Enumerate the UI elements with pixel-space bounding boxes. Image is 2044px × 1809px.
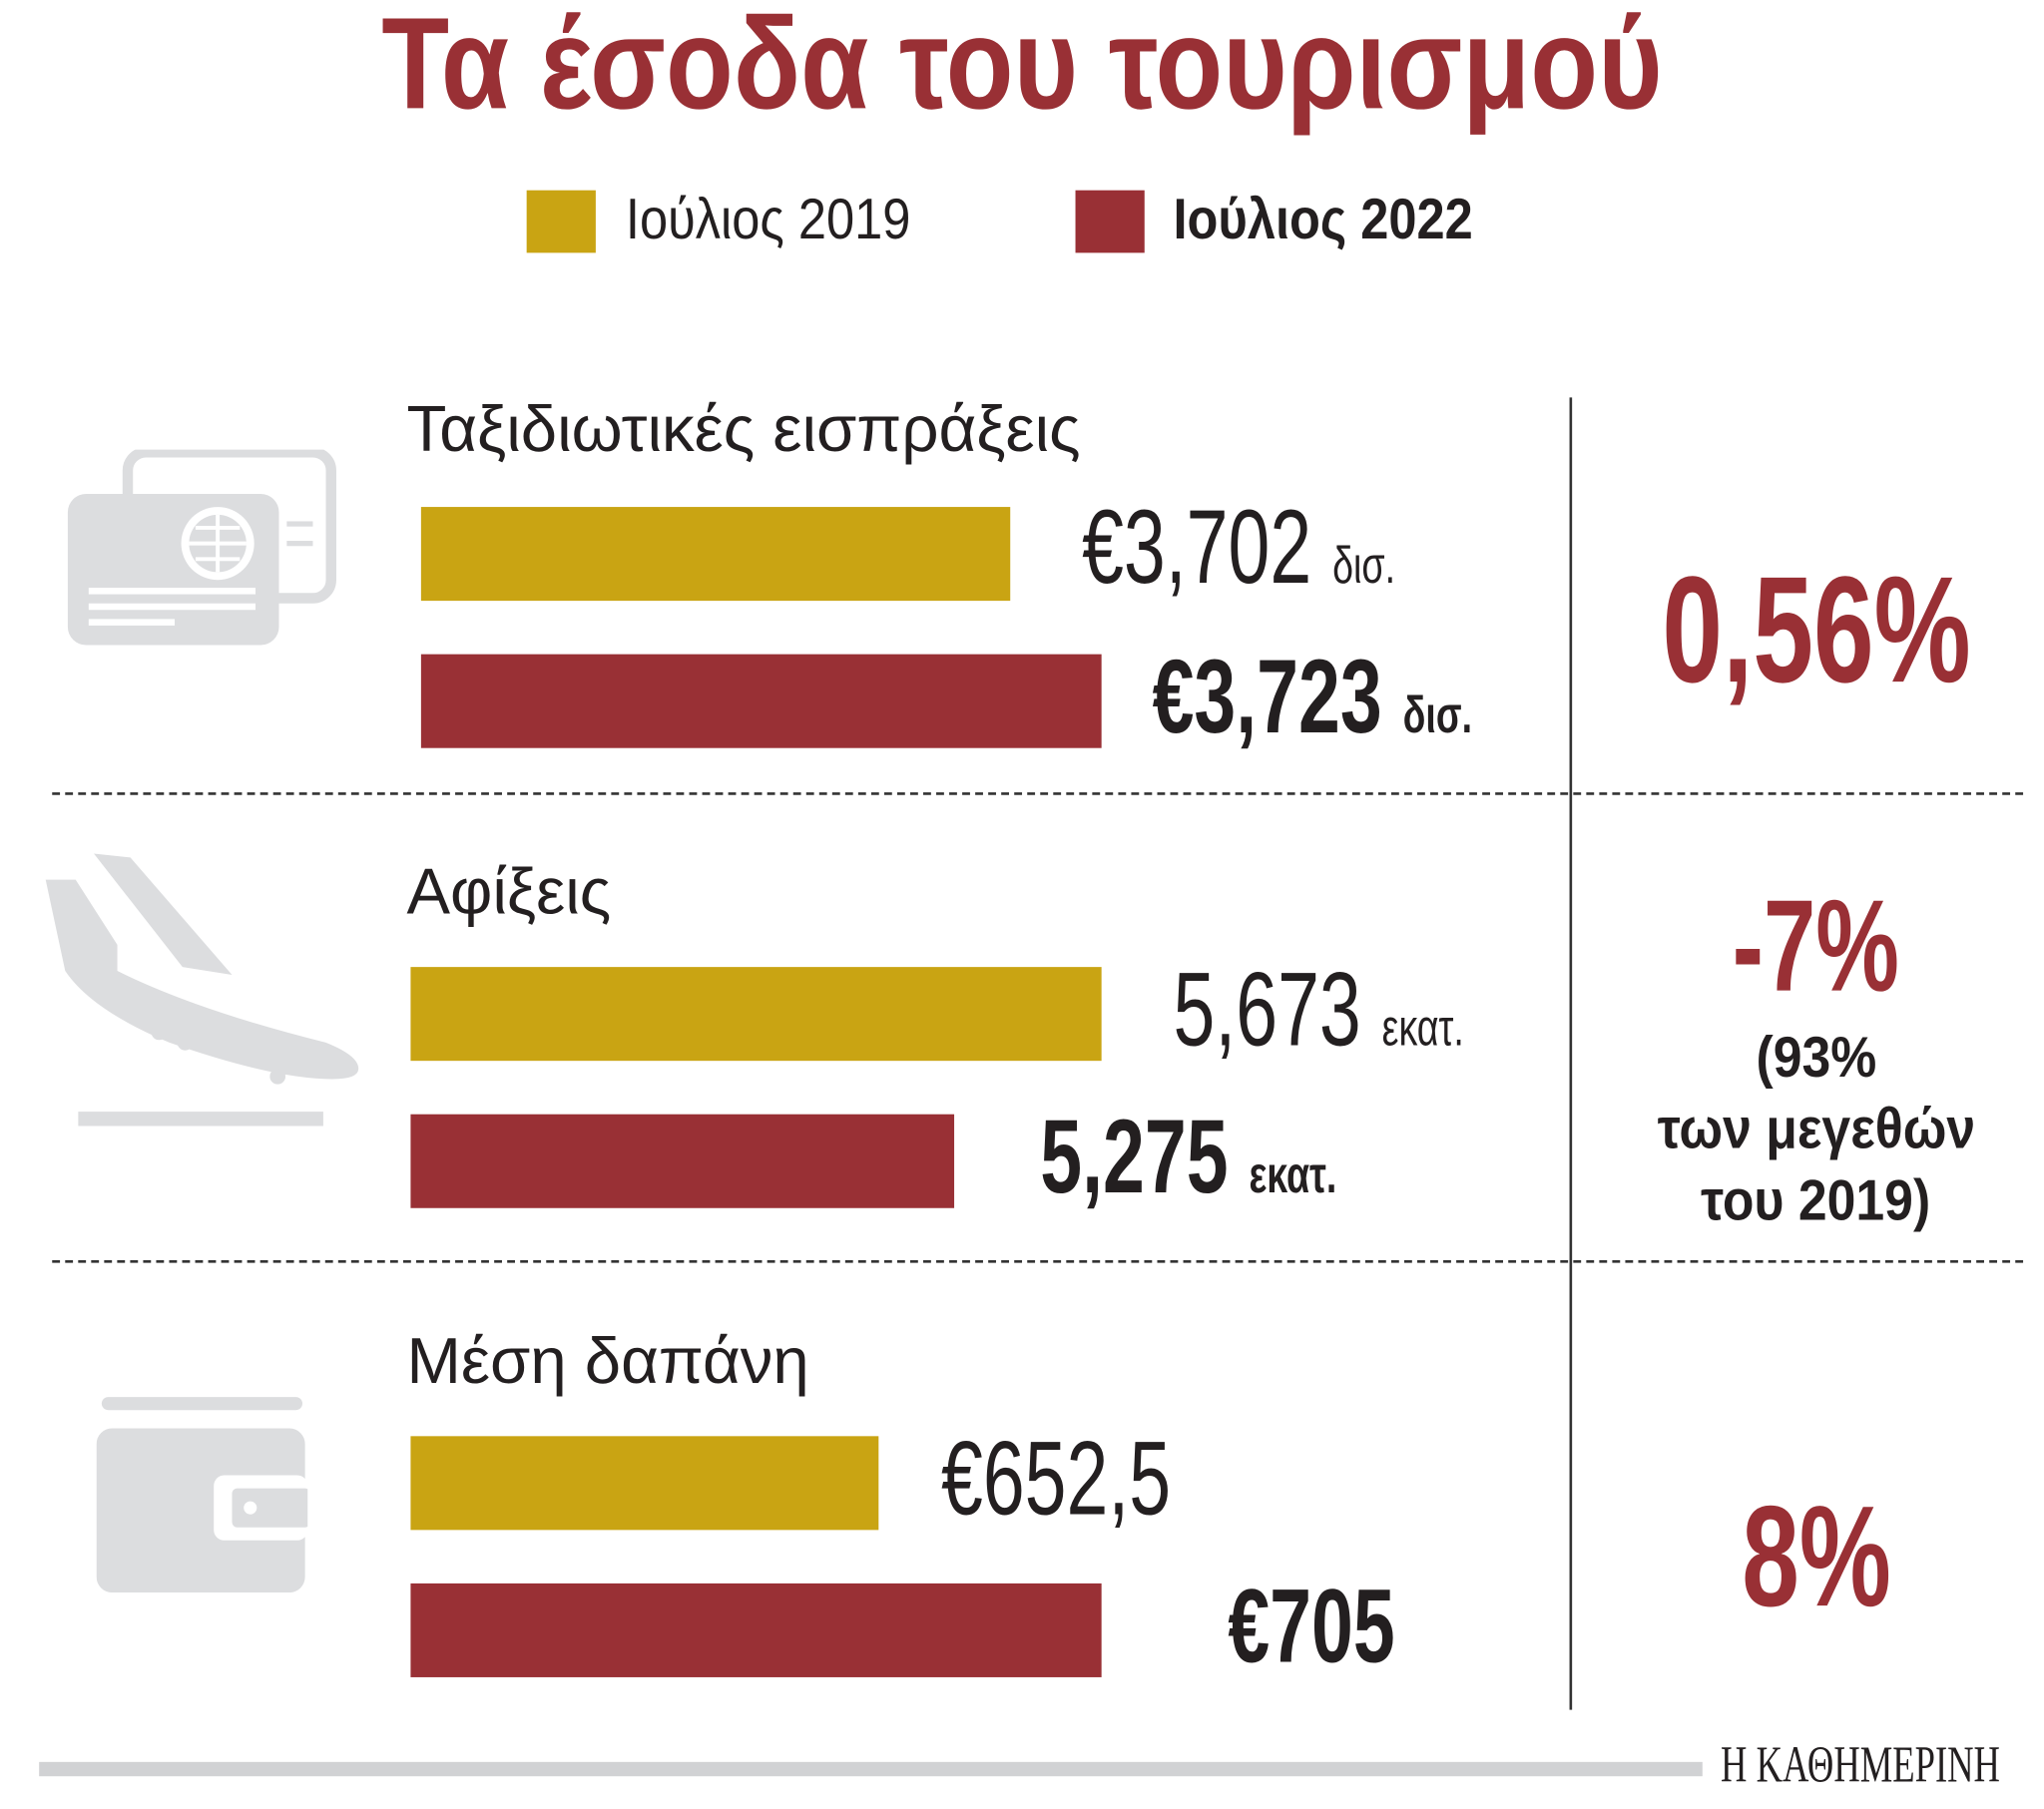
value-arrivals-2022: 5,275 εκατ. bbox=[1040, 1105, 1452, 1228]
value-travel-receipts-2022: €3,723 δισ. bbox=[1153, 645, 1597, 768]
group-label-arrivals: Αφίξεις bbox=[407, 853, 612, 929]
value-average-spending-2019: €652,5 bbox=[941, 1427, 1261, 1531]
bar-arrivals-2022 bbox=[410, 1114, 955, 1208]
legend-text: Ιούλιος 2022 bbox=[1173, 188, 1473, 252]
unit-text: εκατ. bbox=[1249, 1146, 1337, 1204]
value-arrivals-2019: 5,673 εκατ. bbox=[1173, 957, 1577, 1081]
change-arrivals: -7% bbox=[1568, 881, 2044, 1012]
label-text: Ταξιδιωτικές εισπράξεις bbox=[406, 392, 1081, 466]
value-text: 5,275 bbox=[1040, 1099, 1229, 1215]
arrivals-note: (93% των μεγεθών του 2019) bbox=[1568, 1022, 2044, 1237]
value-travel-receipts-2019: €3,702 δισ. bbox=[1082, 495, 1517, 618]
legend-swatch-2022 bbox=[1075, 190, 1145, 253]
change-text: 8% bbox=[1741, 1476, 1891, 1637]
group-label-travel-receipts: Ταξιδιωτικές εισπράξεις bbox=[407, 391, 1081, 467]
legend-label-2022: Ιούλιος 2022 bbox=[1173, 188, 1513, 252]
divider bbox=[52, 1259, 2024, 1263]
bar-average-spending-2019 bbox=[410, 1436, 879, 1531]
bar-travel-receipts-2022 bbox=[420, 654, 1102, 748]
note-line: του 2019) bbox=[1701, 1168, 1931, 1233]
title-text: Τα έσοδα του τουρισμού bbox=[381, 0, 1663, 138]
value-text: €3,702 bbox=[1082, 488, 1312, 606]
bar-arrivals-2019 bbox=[410, 967, 1102, 1062]
airplane-icon bbox=[45, 853, 359, 1127]
chart-title: Τα έσοδα του τουρισμού bbox=[0, 0, 2044, 140]
unit-text: δισ. bbox=[1332, 537, 1396, 595]
label-text: Μέση δαπάνη bbox=[406, 1323, 809, 1398]
value-average-spending-2022: €705 bbox=[1228, 1574, 1459, 1678]
change-text: -7% bbox=[1732, 873, 1900, 1020]
note-line: των μεγεθών bbox=[1657, 1097, 1975, 1161]
value-text: 5,673 bbox=[1173, 951, 1361, 1068]
bar-average-spending-2022 bbox=[410, 1583, 1102, 1677]
group-label-average-spending: Μέση δαπάνη bbox=[407, 1323, 809, 1399]
change-travel-receipts: 0,56% bbox=[1568, 554, 2044, 705]
wallet-icon bbox=[96, 1397, 308, 1593]
value-text: €705 bbox=[1228, 1568, 1395, 1684]
footer-bar bbox=[39, 1761, 1703, 1777]
value-text: €652,5 bbox=[941, 1420, 1172, 1537]
brand-logo: Η ΚΑΘΗΜΕΡΙΝΗ bbox=[1721, 1733, 2044, 1794]
bar-travel-receipts-2019 bbox=[420, 507, 1011, 602]
legend-text: Ιούλιος 2019 bbox=[625, 188, 911, 252]
divider bbox=[52, 792, 2024, 795]
credit-card-icon bbox=[67, 449, 336, 646]
legend-swatch-2019 bbox=[526, 190, 596, 253]
unit-text: εκατ. bbox=[1381, 999, 1464, 1058]
legend-label-2019: Ιούλιος 2019 bbox=[626, 188, 949, 252]
vertical-divider bbox=[1569, 397, 1573, 1710]
unit-text: δισ. bbox=[1402, 686, 1473, 744]
value-text: €3,723 bbox=[1152, 638, 1382, 755]
change-average-spending: 8% bbox=[1568, 1476, 2044, 1637]
brand-text: Η ΚΑΘΗΜΕΡΙΝΗ bbox=[1721, 1734, 2000, 1794]
change-text: 0,56% bbox=[1661, 544, 1971, 714]
label-text: Αφίξεις bbox=[406, 854, 612, 928]
note-line: (93% bbox=[1756, 1025, 1876, 1090]
